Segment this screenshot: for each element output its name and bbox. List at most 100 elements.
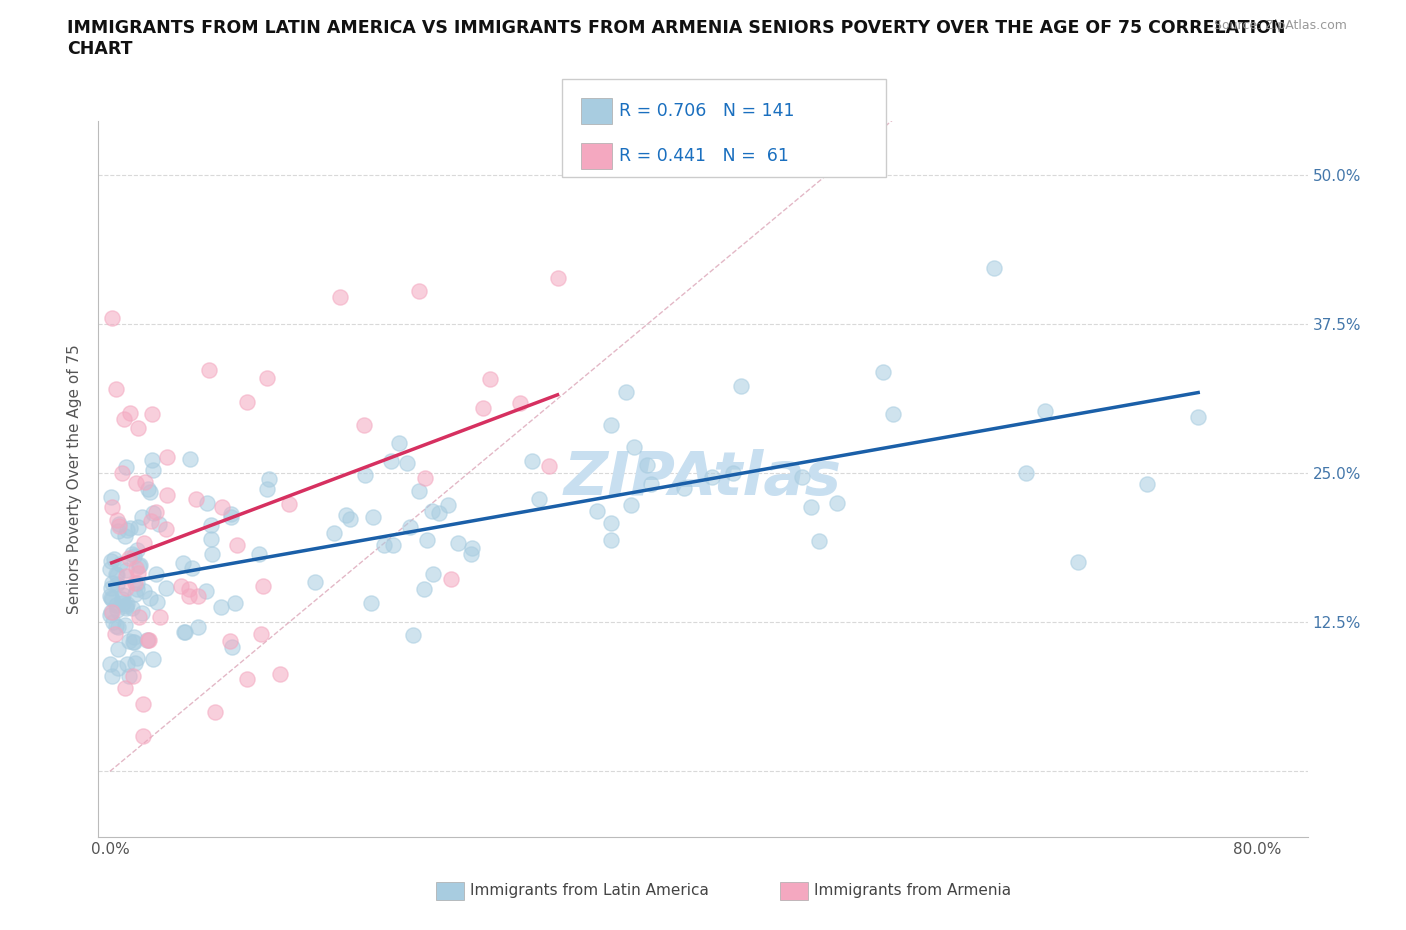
Point	[198, 363, 221, 378]
Point	[132, 696, 155, 711]
Point	[408, 484, 430, 498]
Point	[252, 578, 274, 593]
Point	[187, 588, 209, 603]
Point	[101, 669, 124, 684]
Point	[128, 558, 150, 573]
Point	[136, 482, 159, 497]
Point	[107, 641, 129, 656]
Point	[799, 499, 821, 514]
Point	[125, 476, 148, 491]
Point	[354, 468, 377, 483]
Point	[125, 581, 148, 596]
Point	[250, 627, 273, 642]
Point	[122, 634, 145, 649]
Point	[101, 615, 124, 630]
Point	[200, 532, 222, 547]
Point	[380, 454, 402, 469]
Point	[110, 557, 132, 572]
Point	[117, 523, 139, 538]
Point	[1187, 409, 1209, 424]
Point	[422, 566, 444, 581]
Point	[599, 515, 621, 530]
Point	[98, 588, 121, 603]
Point	[142, 506, 165, 521]
Point	[177, 581, 200, 596]
Point	[825, 496, 848, 511]
Point	[256, 482, 278, 497]
Point	[115, 599, 138, 614]
Point	[460, 547, 482, 562]
Point	[131, 510, 153, 525]
Point	[872, 365, 894, 379]
Point	[105, 512, 128, 527]
Point	[114, 563, 136, 578]
Point	[360, 596, 382, 611]
Point	[114, 681, 136, 696]
Point	[108, 518, 131, 533]
Point	[124, 576, 146, 591]
Point	[439, 571, 461, 586]
Point	[599, 418, 621, 432]
Point	[322, 525, 344, 540]
Point	[636, 458, 658, 472]
Point	[120, 520, 142, 535]
Point	[614, 385, 637, 400]
Point	[413, 582, 436, 597]
Point	[127, 420, 149, 435]
Point	[132, 728, 155, 743]
Point	[101, 499, 124, 514]
Point	[105, 567, 128, 582]
Point	[127, 565, 149, 580]
Text: Immigrants from Armenia: Immigrants from Armenia	[814, 884, 1011, 898]
Point	[115, 657, 138, 671]
Y-axis label: Seniors Poverty Over the Age of 75: Seniors Poverty Over the Age of 75	[67, 344, 83, 614]
Point	[1033, 404, 1056, 418]
Point	[131, 605, 153, 620]
Point	[620, 498, 643, 513]
Point	[114, 600, 136, 615]
Point	[547, 271, 569, 286]
Point	[105, 603, 128, 618]
Point	[339, 512, 361, 526]
Point	[170, 578, 193, 593]
Point	[125, 576, 148, 591]
Point	[353, 418, 375, 432]
Point	[156, 487, 179, 502]
Point	[256, 370, 278, 385]
Point	[101, 576, 124, 591]
Point	[103, 627, 125, 642]
Point	[478, 371, 501, 386]
Point	[114, 581, 136, 596]
Point	[422, 503, 444, 518]
Point	[125, 542, 148, 557]
Point	[112, 412, 135, 427]
Point	[141, 453, 163, 468]
Point	[396, 456, 419, 471]
Point	[247, 547, 270, 562]
Text: ZIPAtlas: ZIPAtlas	[564, 449, 842, 509]
Point	[145, 567, 167, 582]
Point	[363, 510, 385, 525]
Point	[118, 406, 141, 421]
Point	[586, 504, 609, 519]
Point	[623, 440, 645, 455]
Point	[105, 598, 128, 613]
Point	[105, 568, 128, 583]
Point	[226, 538, 249, 552]
Point	[132, 584, 155, 599]
Point	[122, 635, 145, 650]
Point	[145, 504, 167, 519]
Point	[114, 618, 136, 633]
Point	[125, 561, 148, 576]
Point	[156, 450, 179, 465]
Point	[224, 596, 246, 611]
Point	[107, 619, 129, 634]
Point	[1015, 465, 1038, 480]
Point	[509, 395, 531, 410]
Point	[197, 496, 219, 511]
Point	[187, 619, 209, 634]
Point	[236, 671, 259, 686]
Point	[179, 451, 201, 466]
Point	[427, 505, 450, 520]
Point	[269, 666, 291, 681]
